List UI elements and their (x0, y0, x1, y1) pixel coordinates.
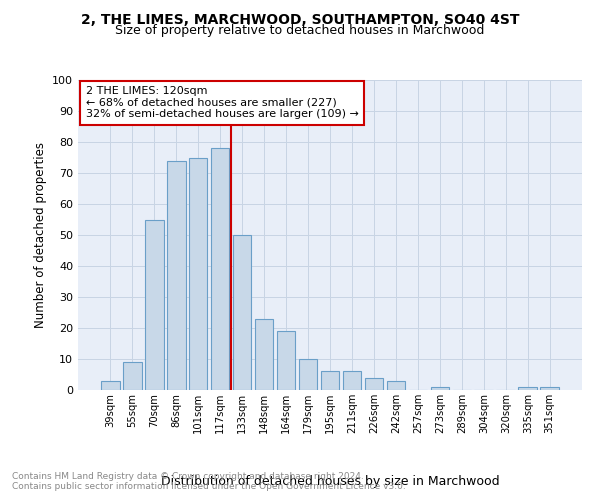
Bar (518, 387, 537, 390)
Bar (277, 331, 295, 390)
Bar (386, 380, 405, 390)
Bar (299, 359, 317, 390)
Bar (343, 372, 361, 390)
Text: Contains HM Land Registry data © Crown copyright and database right 2024.: Contains HM Land Registry data © Crown c… (12, 472, 364, 481)
Bar (123, 362, 142, 390)
Bar (101, 380, 119, 390)
Bar (233, 235, 251, 390)
Bar (365, 378, 383, 390)
Text: 2, THE LIMES, MARCHWOOD, SOUTHAMPTON, SO40 4ST: 2, THE LIMES, MARCHWOOD, SOUTHAMPTON, SO… (81, 12, 519, 26)
Bar (541, 387, 559, 390)
Y-axis label: Number of detached properties: Number of detached properties (34, 142, 47, 328)
Text: Size of property relative to detached houses in Marchwood: Size of property relative to detached ho… (115, 24, 485, 37)
Bar (431, 387, 449, 390)
Bar (255, 318, 274, 390)
Bar (320, 372, 340, 390)
Bar (189, 158, 208, 390)
Text: Contains public sector information licensed under the Open Government Licence v3: Contains public sector information licen… (12, 482, 406, 491)
Bar (145, 220, 164, 390)
X-axis label: Distribution of detached houses by size in Marchwood: Distribution of detached houses by size … (161, 475, 499, 488)
Text: 2 THE LIMES: 120sqm
← 68% of detached houses are smaller (227)
32% of semi-detac: 2 THE LIMES: 120sqm ← 68% of detached ho… (86, 86, 358, 120)
Bar (167, 160, 185, 390)
Bar (211, 148, 229, 390)
